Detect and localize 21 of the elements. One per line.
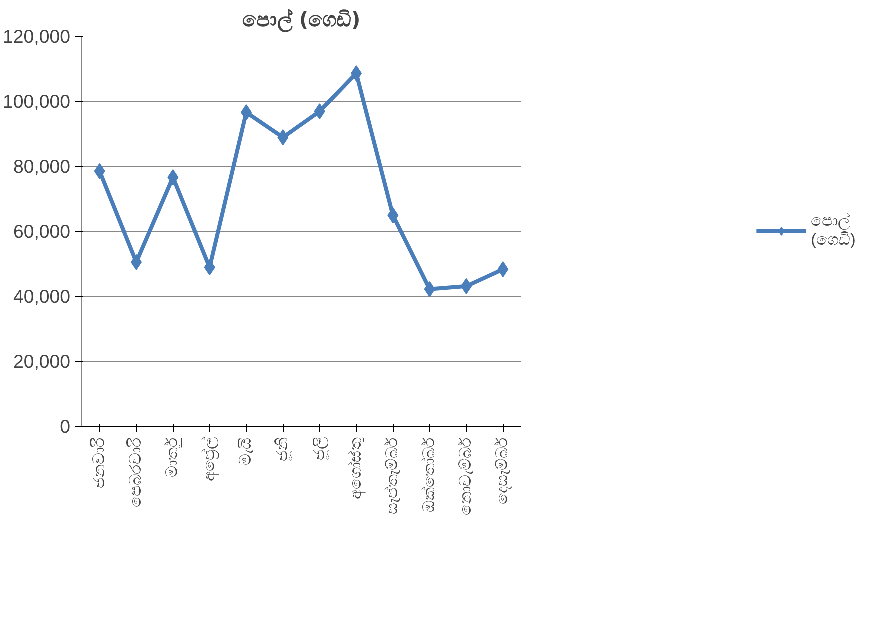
x-tick-label: ජූලි [311,438,330,460]
y-tick-label: 120,000 [3,26,71,47]
x-tick-label: මාර්තු [164,438,183,478]
y-tick-label: 0 [60,416,71,437]
y-tick-label: 40,000 [13,286,70,307]
legend-label: පොල් (ගෙඩි) [811,212,856,250]
x-tick-label: දෙසැම්බර් [494,438,512,504]
y-tick-label: 80,000 [13,156,70,177]
x-tick-label: අප්‍රේල් [200,438,220,482]
x-tick-label: ජූනි [274,438,293,462]
x-tick-label: මැයි [238,438,255,466]
x-tick-label: ජනවාරි [90,438,108,488]
x-tick-label: සැප්තැම්බර් [384,438,402,514]
y-tick-label: 20,000 [13,351,70,372]
x-tick-label: පෙබරවාරි [127,438,145,508]
x-tick-label: නොවැම්බර් [457,438,475,516]
chart-title: පොල් (ගෙඩි) [242,8,361,34]
y-tick-label: 60,000 [13,221,70,242]
x-tick-label: ඔක්තෝබර් [420,438,438,512]
x-tick-label: අගෝස්තු [347,438,366,500]
y-tick-label: 100,000 [3,91,71,112]
